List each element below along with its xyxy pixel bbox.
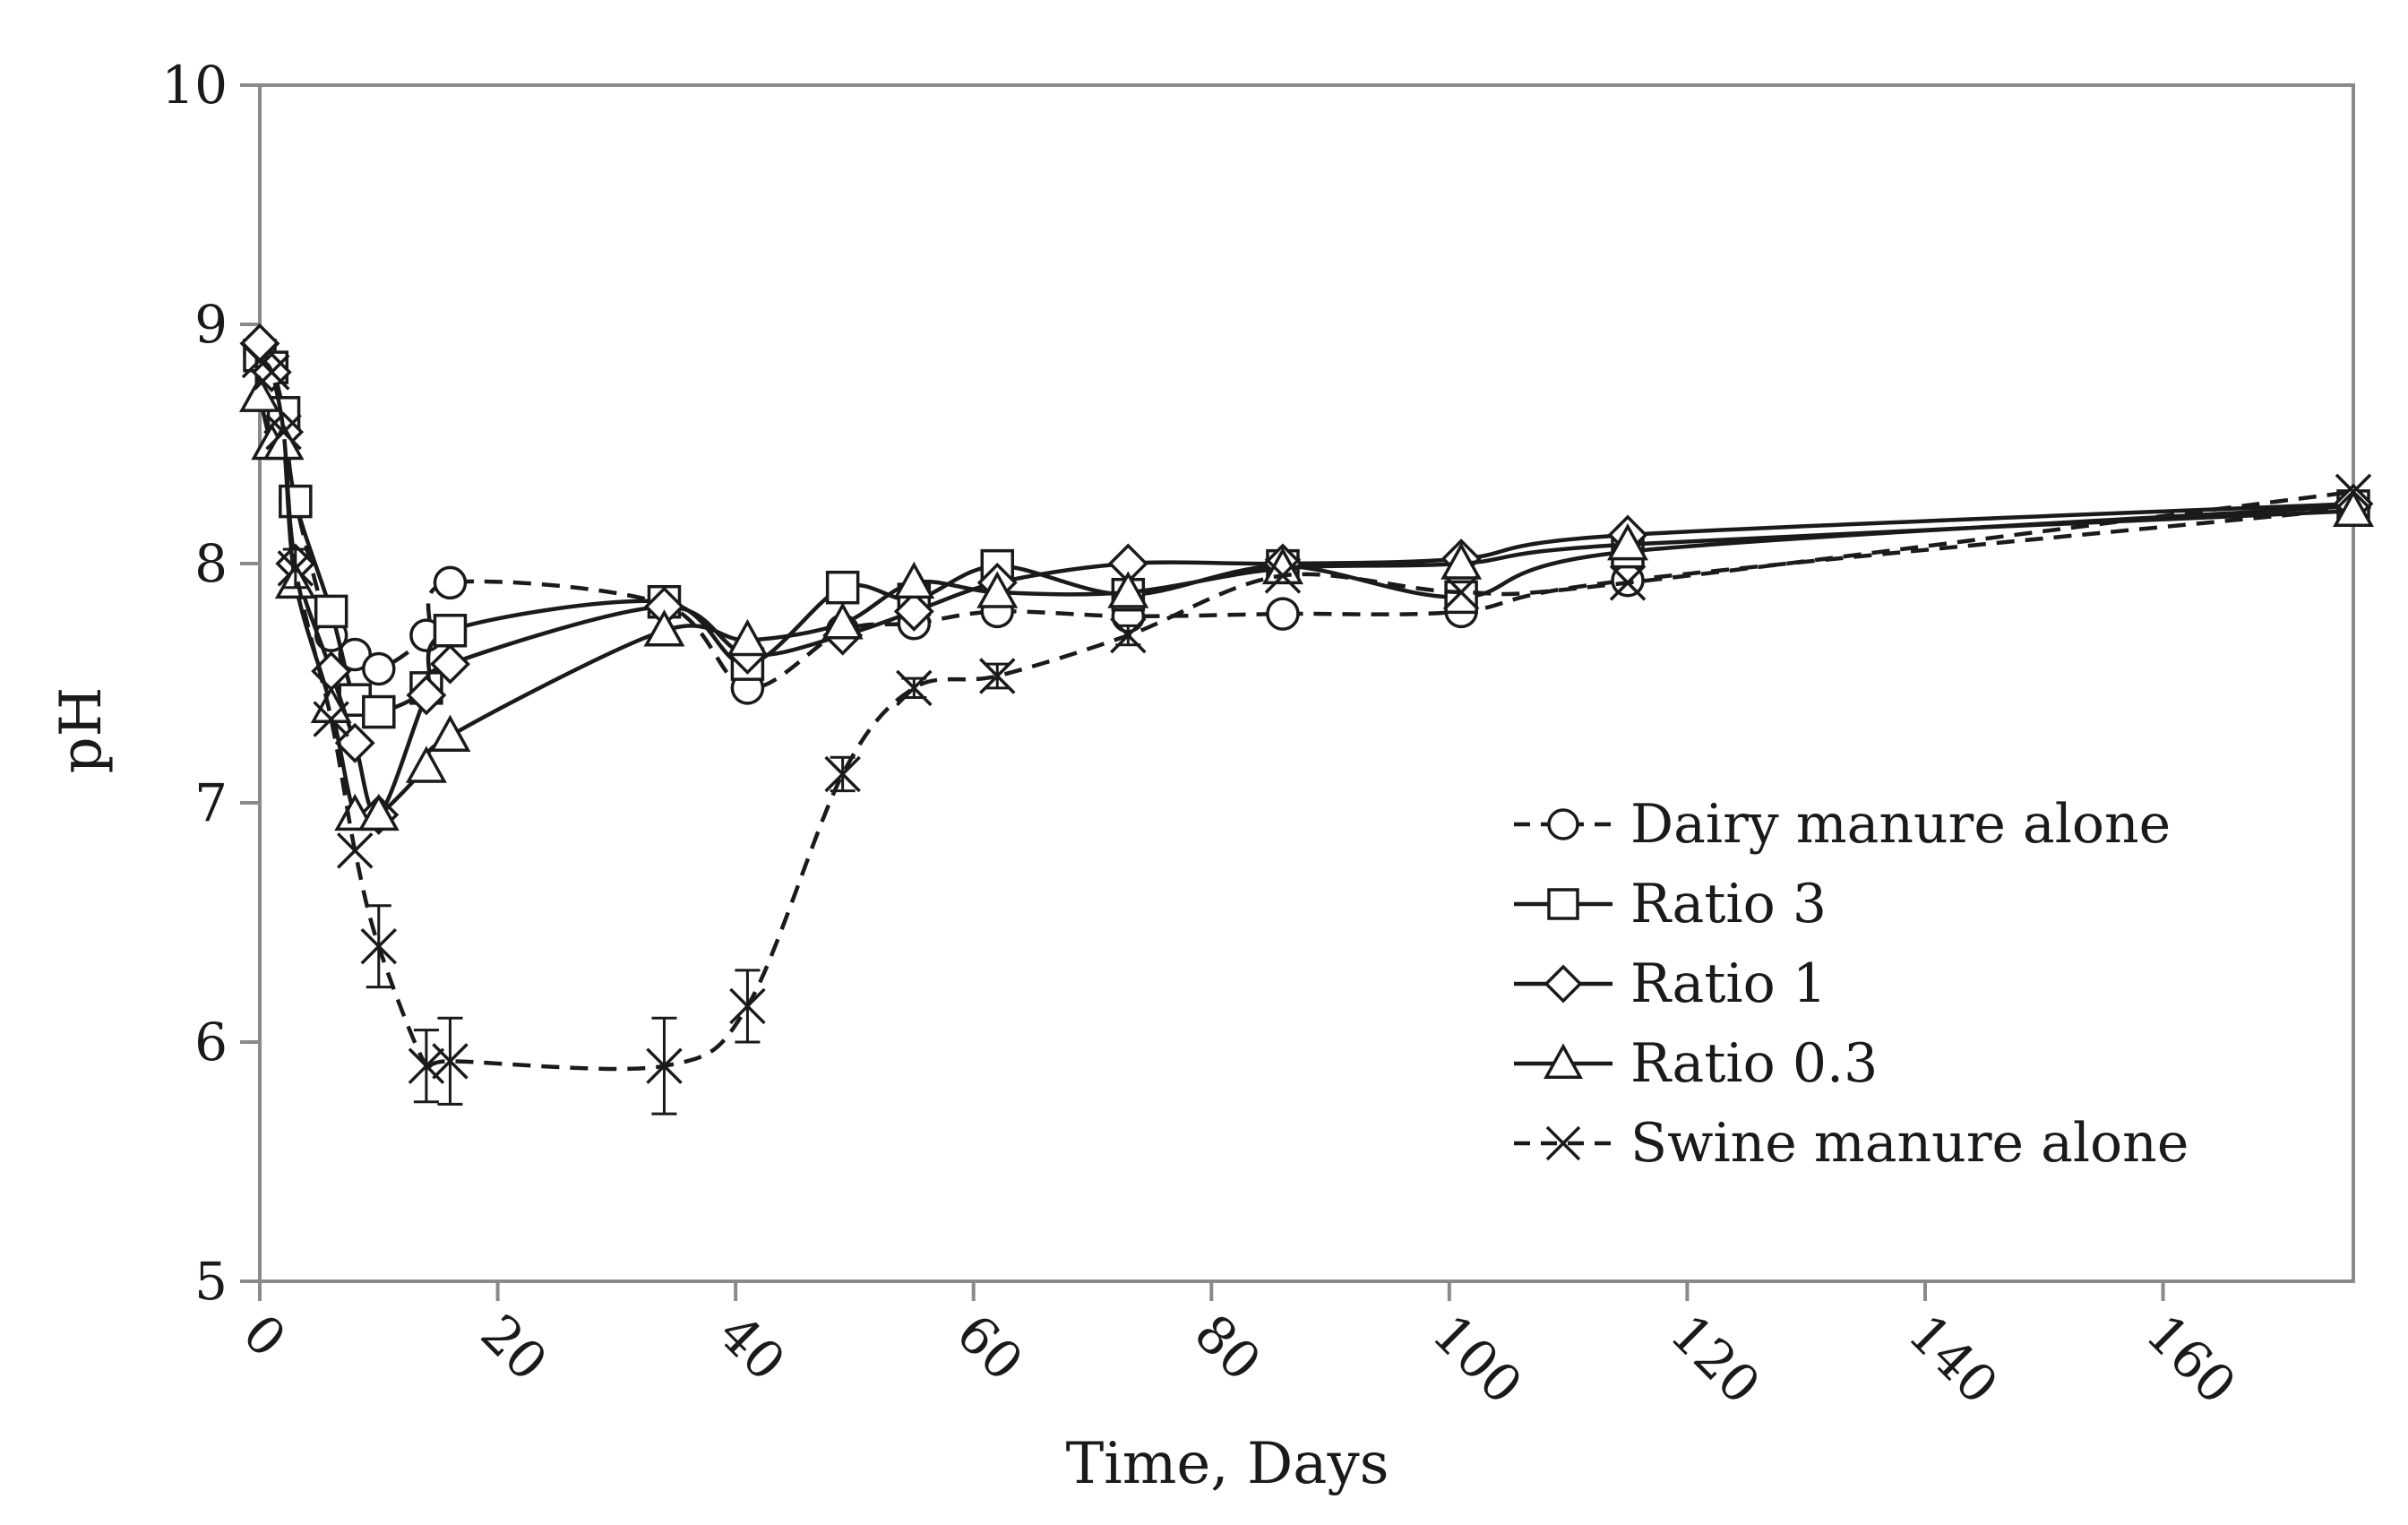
data-point-cross: [338, 833, 372, 867]
x-axis-title: Time, Days: [1066, 1431, 1389, 1497]
ph-line-chart: 5 6 7 8 9 10 0 20 40 60 80 100 120 140 160 Time, Days…: [0, 0, 2408, 1525]
plot-area: [260, 85, 2353, 1281]
legend-item: Ratio 0.3: [1514, 1032, 1878, 1095]
x-tick-label: 80: [1182, 1303, 1272, 1392]
data-point-square: [364, 697, 394, 728]
y-tick-label: 6: [194, 1012, 228, 1073]
data-point-diamond: [1546, 967, 1580, 1001]
data-point-cross: [897, 671, 931, 705]
x-tick-label: 160: [2135, 1303, 2248, 1416]
x-tick-label: 40: [707, 1303, 796, 1392]
series-line: [260, 343, 2353, 815]
legend-label: Ratio 3: [1630, 873, 1827, 935]
data-point-square: [316, 596, 347, 626]
chart-container: 5 6 7 8 9 10 0 20 40 60 80 100 120 140 160 Time, Days…: [0, 0, 2408, 1525]
data-point-square: [280, 487, 311, 517]
legend-label: Dairy manure alone: [1630, 793, 2171, 856]
y-axis-title: pH: [48, 687, 115, 774]
x-tick-label: 100: [1421, 1303, 1534, 1416]
series-swine-manure-alone: [243, 343, 2370, 1114]
data-point-square: [434, 616, 465, 646]
legend-label: Ratio 0.3: [1630, 1032, 1878, 1095]
data-point-circle: [1268, 599, 1298, 629]
data-point-square: [1446, 582, 1476, 612]
data-point-circle: [1612, 565, 1643, 596]
x-tick-label: 20: [469, 1303, 559, 1392]
y-tick-label: 9: [194, 294, 228, 355]
x-tick-label: 120: [1659, 1303, 1772, 1416]
legend: Dairy manure alone Ratio 3 Ratio 1 Ratio 0.…: [1514, 793, 2189, 1175]
series-ratio-0-3: [242, 378, 2371, 829]
series-ratio-1: [242, 325, 2371, 832]
plot-border: [260, 85, 2353, 1281]
legend-item: Ratio 1: [1514, 952, 1827, 1015]
legend-label: Ratio 1: [1630, 952, 1827, 1015]
legend-item: Swine manure alone: [1514, 1112, 2189, 1175]
series-line: [260, 353, 2353, 688]
y-tick-label: 5: [194, 1251, 228, 1312]
series-layer: [242, 325, 2371, 1114]
y-tick-label: 10: [161, 55, 228, 116]
series-dairy-manure-alone: [245, 338, 2369, 703]
x-tick-label: 140: [1896, 1303, 2009, 1416]
series-line: [260, 396, 2353, 824]
data-point-circle: [1549, 810, 1578, 839]
y-axis: 5 6 7 8 9 10: [161, 55, 260, 1312]
x-tick-label: 60: [945, 1303, 1035, 1392]
legend-item: Ratio 3: [1514, 873, 1827, 935]
series-line: [260, 360, 2353, 1073]
legend-item: Dairy manure alone: [1514, 793, 2171, 856]
y-tick-label: 7: [194, 772, 228, 833]
series-line: [260, 356, 2353, 713]
data-point-square: [1549, 890, 1578, 918]
series-ratio-3: [245, 340, 2369, 728]
data-point-triangle: [432, 718, 468, 750]
x-tick-label: 0: [231, 1303, 297, 1369]
data-point-triangle: [408, 749, 444, 781]
data-point-circle: [434, 567, 465, 598]
y-tick-label: 8: [194, 533, 228, 594]
data-point-circle: [364, 653, 394, 684]
legend-label: Swine manure alone: [1630, 1112, 2189, 1175]
data-point-square: [828, 573, 858, 603]
x-axis: 0 20 40 60 80 100 120 140 160: [231, 1281, 2248, 1416]
